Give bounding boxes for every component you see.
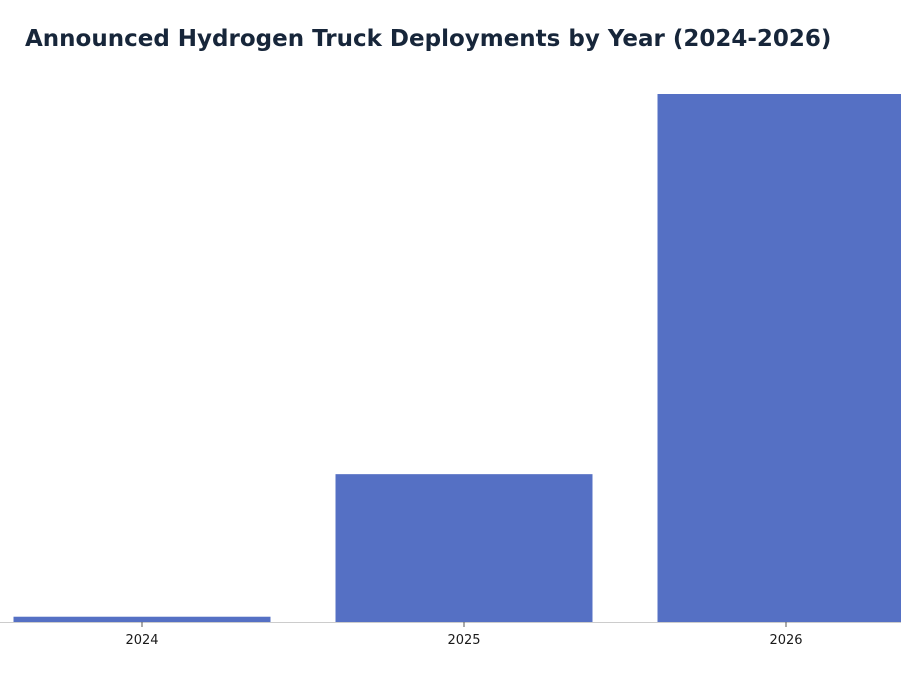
- x-tick-label: 2026: [769, 633, 802, 648]
- x-ticks-group: 2024 2025 2026: [125, 622, 803, 648]
- x-tick-label: 2024: [125, 633, 158, 648]
- bars-group: [13, 94, 901, 622]
- bar-2024: [13, 616, 271, 622]
- bar-2026: [657, 94, 901, 622]
- x-tick-label: 2025: [447, 633, 480, 648]
- bar-2025: [335, 474, 593, 622]
- chart-title: Announced Hydrogen Truck Deployments by …: [25, 26, 832, 52]
